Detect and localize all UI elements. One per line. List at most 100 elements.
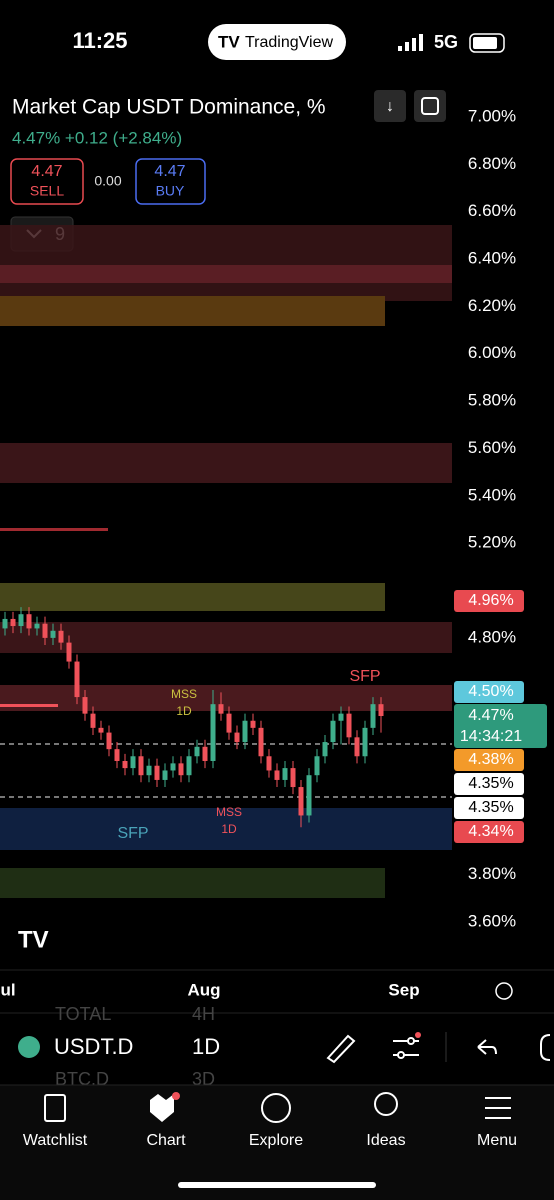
candle-body <box>162 770 168 780</box>
price-tag-label: 14:34:21 <box>460 728 522 745</box>
indicators-icon[interactable] <box>393 1037 419 1059</box>
symbol[interactable]: USDT.D <box>54 1034 133 1059</box>
price-tag-label: 4.50% <box>468 683 513 700</box>
layout-button[interactable] <box>414 90 446 122</box>
candle-body <box>194 746 200 757</box>
candle-body <box>130 756 136 769</box>
interval[interactable]: 1D <box>192 1034 220 1059</box>
price-tag-label: 4.35% <box>468 799 513 816</box>
price-tag-label: 4.47% <box>468 707 513 724</box>
candle-body <box>146 765 152 776</box>
candle-body <box>50 630 56 638</box>
download-icon: ↓ <box>386 98 394 115</box>
watchlist-icon[interactable] <box>44 1094 66 1122</box>
nav-label: Ideas <box>366 1132 405 1149</box>
candle-body <box>42 623 48 638</box>
battery <box>469 33 505 53</box>
candle-body <box>354 737 360 757</box>
price-tag <box>454 749 524 771</box>
candle-body <box>258 727 264 757</box>
nav-label: Chart <box>146 1132 186 1149</box>
signal <box>398 34 423 51</box>
settings-icon[interactable] <box>495 982 513 1000</box>
candle-body <box>290 768 296 788</box>
network: 5G <box>434 32 458 52</box>
candle-body <box>98 727 104 733</box>
chart-icon[interactable] <box>150 1094 174 1122</box>
menu-icon[interactable] <box>485 1097 511 1119</box>
candle-body <box>322 742 328 757</box>
change: 4.47% +0.12 (+2.84%) <box>12 128 182 147</box>
candle-body <box>346 713 352 738</box>
ghost-symbol: TOTAL <box>55 1004 111 1024</box>
candle-body <box>66 642 72 662</box>
price-tag <box>454 773 524 795</box>
home-indicator <box>178 1182 376 1188</box>
candle-body <box>26 614 32 629</box>
nav-bar <box>0 1085 554 1200</box>
price-tag <box>454 681 524 703</box>
candle-body <box>10 618 16 627</box>
download-button[interactable] <box>374 90 406 122</box>
price-tag <box>454 704 547 748</box>
price-tag <box>454 821 524 843</box>
candle-body <box>106 732 112 750</box>
candle-body <box>298 787 304 816</box>
candle-body <box>274 770 280 780</box>
price-label: 5.20% <box>468 533 516 552</box>
buy-label: BUY <box>156 183 185 199</box>
battery-level <box>473 37 497 49</box>
undo-icon[interactable] <box>477 1039 497 1055</box>
ideas-icon[interactable] <box>374 1092 398 1116</box>
clock: 11:25 <box>72 28 127 53</box>
candle-body <box>234 732 240 743</box>
candle-body <box>242 720 248 743</box>
candle-body <box>34 623 40 629</box>
candle-body <box>186 756 192 776</box>
candle-body <box>282 768 288 780</box>
time-label: Sep <box>388 980 419 999</box>
tv-logo: TV <box>18 926 49 953</box>
more-icon[interactable] <box>540 1034 551 1061</box>
annotation: MSS <box>216 805 242 819</box>
candle-body <box>122 761 128 769</box>
time-label: ul <box>0 980 15 999</box>
annotation: 1D <box>176 704 192 718</box>
candles <box>2 607 384 828</box>
candle-body <box>218 704 224 714</box>
price-label: 5.40% <box>468 485 516 504</box>
sell-button[interactable] <box>10 158 84 205</box>
price-tag-label: 4.38% <box>468 751 513 768</box>
price-label: 6.80% <box>468 154 516 173</box>
price-label: 4.80% <box>468 627 516 646</box>
app-name: TradingView <box>245 34 333 51</box>
zones <box>0 225 452 898</box>
nav-label: Explore <box>249 1132 303 1149</box>
nav-label: Menu <box>477 1132 517 1149</box>
price-tag <box>454 797 524 819</box>
candle-body <box>306 775 312 816</box>
candle-body <box>226 713 232 733</box>
ghost-symbol: BTC.D <box>55 1069 109 1089</box>
candle-body <box>114 749 120 761</box>
price-label: 6.20% <box>468 296 516 315</box>
candle-body <box>338 713 344 721</box>
draw-icon[interactable] <box>326 1034 356 1064</box>
buy-price: 4.47 <box>154 163 185 180</box>
candle-body <box>202 746 208 761</box>
candle-body <box>378 704 384 717</box>
price-label: 7.00% <box>468 106 516 125</box>
nav-label: Watchlist <box>23 1132 88 1149</box>
spread: 0.00 <box>94 173 121 189</box>
candle-body <box>370 704 376 728</box>
sell-price: 4.47 <box>31 163 62 180</box>
price-tag <box>454 590 524 612</box>
candle-body <box>82 697 88 714</box>
notification-dot <box>415 1032 421 1038</box>
explore-icon[interactable] <box>261 1093 291 1123</box>
layout-icon <box>421 97 439 115</box>
buy-button[interactable] <box>135 158 206 205</box>
annotation: MSS <box>171 687 197 701</box>
candle-body <box>18 614 24 627</box>
app-logo: TV <box>218 32 240 51</box>
